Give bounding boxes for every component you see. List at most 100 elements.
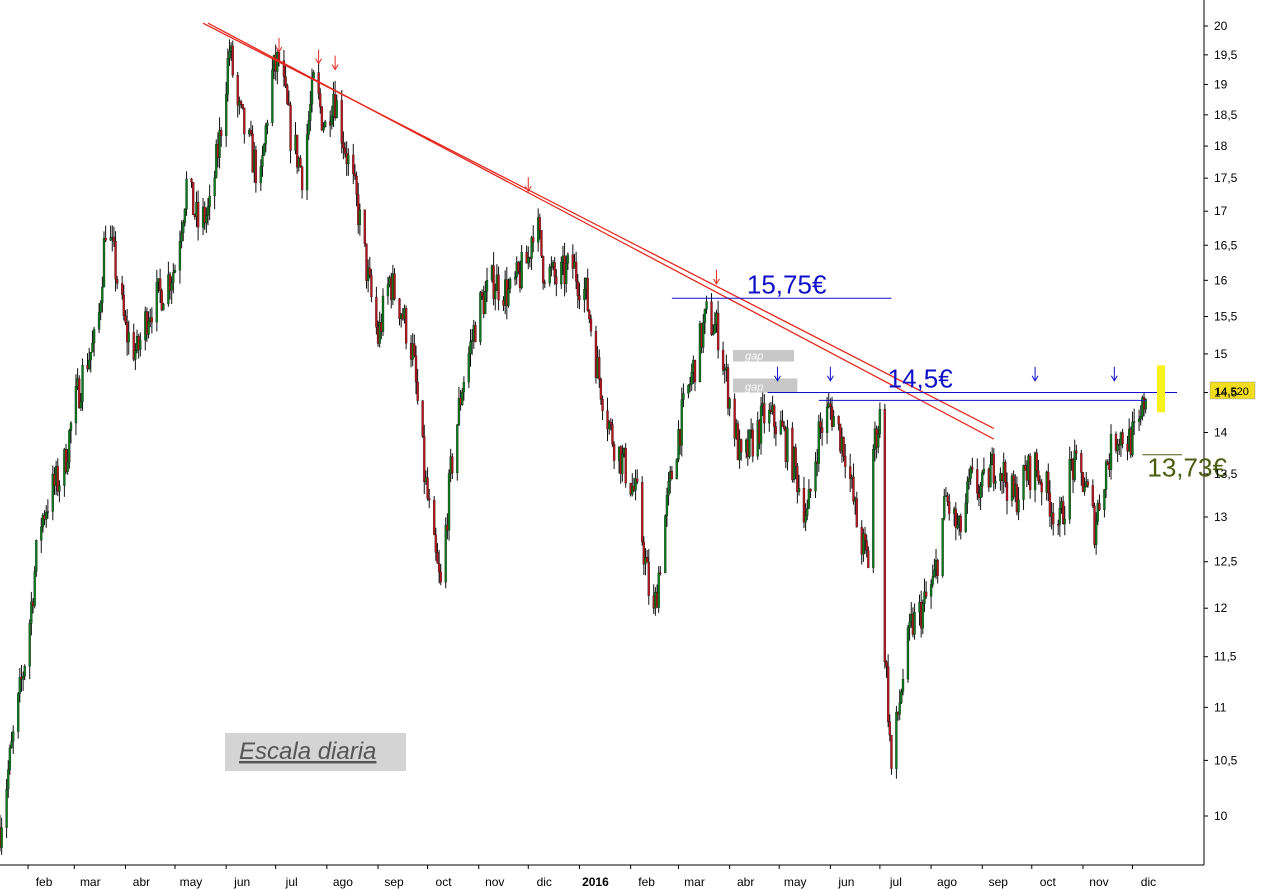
candle-body (492, 265, 495, 300)
candle-body (434, 534, 437, 553)
candle-body (170, 282, 173, 291)
candle-body (97, 312, 101, 330)
candle-body (254, 149, 258, 184)
candle-body (271, 69, 274, 123)
candle-body (642, 541, 645, 565)
candle-body (609, 421, 612, 425)
y-tick-label: 18 (1214, 139, 1228, 153)
candle-body (121, 283, 124, 296)
candle-body (624, 447, 627, 484)
candle-body (687, 384, 690, 394)
x-tick-label: may (180, 875, 203, 889)
candle-body (277, 52, 281, 61)
candle-body (748, 429, 751, 457)
candle-body (817, 421, 820, 464)
candle-body (1063, 519, 1066, 524)
candle-body (733, 398, 736, 439)
candle-body (885, 661, 888, 667)
candle-body (335, 100, 338, 119)
last-price-label: 14,520 (1215, 386, 1249, 398)
candle-body (66, 462, 69, 472)
trendlines (202, 22, 995, 440)
candlesticks (0, 39, 1147, 855)
y-tick-label: 12 (1214, 601, 1228, 615)
candle-body (1040, 482, 1043, 493)
candle-body (941, 518, 944, 576)
candle-body (900, 691, 903, 703)
candle-body (921, 603, 924, 629)
candle-body (155, 282, 158, 323)
gap-box (732, 350, 795, 362)
candle-body (1114, 434, 1118, 451)
candle-body (68, 430, 71, 463)
candle-body (923, 591, 926, 604)
candle-body (352, 154, 355, 174)
candle-body (104, 237, 107, 241)
y-tick-label: 16,5 (1214, 238, 1238, 252)
candle-body (89, 351, 92, 361)
candle-body (877, 433, 880, 448)
candle-body (35, 540, 38, 572)
x-tick-label: 2016 (582, 875, 609, 889)
candle-body (485, 280, 489, 292)
candle-body (794, 447, 797, 467)
resistance-arrow-head (315, 58, 323, 65)
candle-body (1033, 452, 1037, 491)
y-tick-label: 10,5 (1214, 753, 1238, 767)
y-axis: 10 10,5 11 11,5 12 12,5 13 13,5 14 14,5 15 15,5 16 16… (1204, 19, 1238, 823)
y-tick-label: 13,5 (1214, 467, 1238, 481)
candle-body (33, 571, 36, 606)
candle-body (901, 679, 905, 692)
candle-body (413, 343, 416, 356)
candle-body (1075, 450, 1078, 454)
candle-body (1005, 482, 1009, 501)
candle-body (1052, 512, 1055, 525)
candle-body (139, 339, 142, 350)
candle-body (231, 45, 234, 76)
candle-body (543, 282, 546, 284)
candle-body (1132, 421, 1136, 423)
candle-body (774, 426, 778, 435)
x-tick-label: jun (233, 875, 250, 889)
candle-body (191, 182, 195, 215)
candle-body (87, 359, 91, 369)
candle-body (538, 217, 541, 231)
candle-body (906, 627, 910, 680)
candle-body (636, 478, 639, 483)
candle-body (723, 369, 726, 371)
scale-note: Escala diaria (239, 738, 376, 765)
candle-body (497, 274, 500, 301)
level-label: 14,5€ (888, 364, 954, 394)
y-tick-label: 11,5 (1214, 650, 1237, 664)
candle-body (17, 693, 20, 732)
candle-body (404, 308, 408, 344)
candle-body (540, 230, 543, 257)
candle-body (716, 312, 720, 351)
candle-body (969, 467, 972, 479)
gap-box (732, 378, 798, 393)
candle-body (1121, 432, 1124, 445)
candle-body (196, 201, 200, 228)
candle-body (330, 115, 333, 126)
candle-body (992, 453, 995, 484)
candle-body (158, 278, 162, 291)
price-levels: 15,75€ 14,5€ 13,73€ 14,520 (671, 269, 1256, 483)
candle-body (1096, 503, 1099, 522)
candle-body (474, 325, 477, 343)
candle-body (182, 222, 185, 234)
x-tick-label: dic (537, 875, 552, 889)
candle-body (215, 144, 218, 178)
candle-body (680, 399, 683, 446)
candle-body (1139, 416, 1142, 420)
candle-body (307, 120, 310, 135)
candle-body (832, 416, 835, 427)
y-tick-label: 17 (1214, 204, 1228, 218)
candle-body (249, 130, 253, 134)
candle-body (423, 436, 426, 482)
candle-body (786, 427, 789, 462)
candle-body (601, 399, 604, 411)
candle-body (102, 237, 106, 288)
candle-body (740, 439, 743, 453)
x-tick-label: abr (737, 875, 754, 889)
resistance-arrow-head (331, 64, 339, 71)
